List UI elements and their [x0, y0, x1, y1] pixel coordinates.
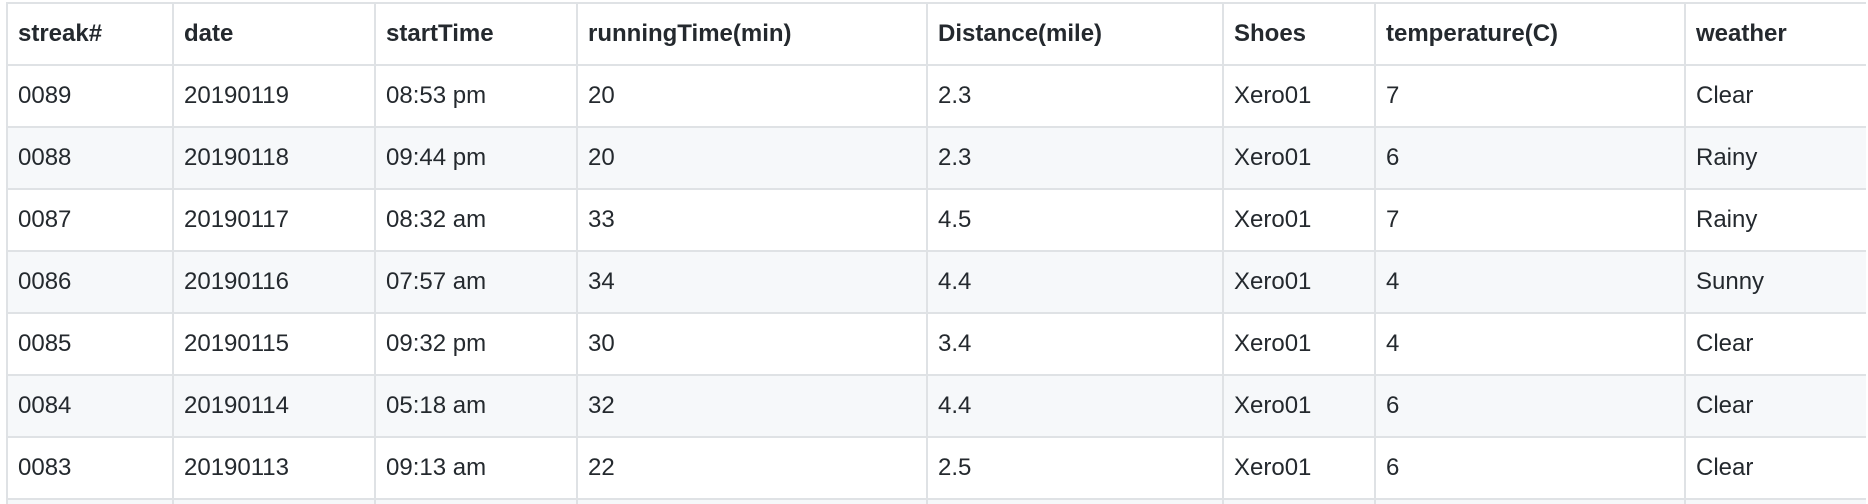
cell-weather: Clear	[1684, 64, 1866, 128]
header-distance: Distance(mile)	[926, 2, 1224, 66]
cell-running-time: 33	[576, 188, 928, 252]
cell-temperature: 4	[1374, 312, 1686, 376]
header-streak: streak#	[6, 2, 174, 66]
running-log-table: streak# date startTime runningTime(min) …	[6, 2, 1866, 504]
header-running-time: runningTime(min)	[576, 2, 928, 66]
cell-shoes: Xero01	[1222, 312, 1376, 376]
cell-shoes: Xero01	[1222, 250, 1376, 314]
cell-running-time: 30	[576, 312, 928, 376]
table-row: 0088 20190118 09:44 pm 20 2.3 Xero01 6 R…	[6, 126, 1866, 190]
cell-date: 20190119	[172, 64, 376, 128]
cell-weather: Clear	[1684, 374, 1866, 438]
cell-temperature: 4	[1374, 250, 1686, 314]
cell-shoes: Xero01	[1222, 188, 1376, 252]
cell-date: 20190116	[172, 250, 376, 314]
cell-empty	[172, 498, 376, 504]
header-date: date	[172, 2, 376, 66]
cell-shoes: Xero01	[1222, 126, 1376, 190]
cell-empty	[374, 498, 578, 504]
cell-temperature: 6	[1374, 436, 1686, 500]
cell-date: 20190115	[172, 312, 376, 376]
cell-shoes: Xero01	[1222, 374, 1376, 438]
cell-running-time: 32	[576, 374, 928, 438]
cell-weather: Clear	[1684, 436, 1866, 500]
cell-empty	[1684, 498, 1866, 504]
cell-streak: 0087	[6, 188, 174, 252]
cell-start-time: 09:32 pm	[374, 312, 578, 376]
cell-date: 20190114	[172, 374, 376, 438]
cell-distance: 4.4	[926, 250, 1224, 314]
cell-weather: Rainy	[1684, 188, 1866, 252]
table-row: 0085 20190115 09:32 pm 30 3.4 Xero01 4 C…	[6, 312, 1866, 376]
cell-start-time: 08:32 am	[374, 188, 578, 252]
cell-weather: Clear	[1684, 312, 1866, 376]
cell-empty	[576, 498, 928, 504]
header-weather: weather	[1684, 2, 1866, 66]
cell-distance: 3.4	[926, 312, 1224, 376]
cell-start-time: 09:44 pm	[374, 126, 578, 190]
table-row: 0083 20190113 09:13 am 22 2.5 Xero01 6 C…	[6, 436, 1866, 500]
cell-temperature: 6	[1374, 374, 1686, 438]
cell-start-time: 08:53 pm	[374, 64, 578, 128]
cell-streak: 0086	[6, 250, 174, 314]
table-row: 0086 20190116 07:57 am 34 4.4 Xero01 4 S…	[6, 250, 1866, 314]
cell-running-time: 20	[576, 126, 928, 190]
table-row-partial	[6, 498, 1866, 504]
cell-distance: 2.3	[926, 64, 1224, 128]
cell-streak: 0083	[6, 436, 174, 500]
cell-empty	[6, 498, 174, 504]
table-row: 0087 20190117 08:32 am 33 4.5 Xero01 7 R…	[6, 188, 1866, 252]
cell-running-time: 22	[576, 436, 928, 500]
cell-distance: 2.5	[926, 436, 1224, 500]
cell-streak: 0085	[6, 312, 174, 376]
cell-streak: 0084	[6, 374, 174, 438]
cell-temperature: 7	[1374, 64, 1686, 128]
cell-date: 20190118	[172, 126, 376, 190]
cell-start-time: 09:13 am	[374, 436, 578, 500]
cell-temperature: 7	[1374, 188, 1686, 252]
header-row: streak# date startTime runningTime(min) …	[6, 2, 1866, 66]
cell-date: 20190117	[172, 188, 376, 252]
cell-empty	[1222, 498, 1376, 504]
cell-streak: 0088	[6, 126, 174, 190]
header-start-time: startTime	[374, 2, 578, 66]
table-row: 0084 20190114 05:18 am 32 4.4 Xero01 6 C…	[6, 374, 1866, 438]
cell-distance: 4.5	[926, 188, 1224, 252]
cell-shoes: Xero01	[1222, 436, 1376, 500]
cell-start-time: 07:57 am	[374, 250, 578, 314]
cell-shoes: Xero01	[1222, 64, 1376, 128]
cell-empty	[926, 498, 1224, 504]
cell-temperature: 6	[1374, 126, 1686, 190]
cell-start-time: 05:18 am	[374, 374, 578, 438]
cell-streak: 0089	[6, 64, 174, 128]
cell-distance: 4.4	[926, 374, 1224, 438]
cell-distance: 2.3	[926, 126, 1224, 190]
running-log-table-container: streak# date startTime runningTime(min) …	[6, 2, 1866, 504]
cell-running-time: 20	[576, 64, 928, 128]
cell-weather: Rainy	[1684, 126, 1866, 190]
cell-weather: Sunny	[1684, 250, 1866, 314]
header-temperature: temperature(C)	[1374, 2, 1686, 66]
cell-date: 20190113	[172, 436, 376, 500]
table-row: 0089 20190119 08:53 pm 20 2.3 Xero01 7 C…	[6, 64, 1866, 128]
header-shoes: Shoes	[1222, 2, 1376, 66]
cell-running-time: 34	[576, 250, 928, 314]
cell-empty	[1374, 498, 1686, 504]
